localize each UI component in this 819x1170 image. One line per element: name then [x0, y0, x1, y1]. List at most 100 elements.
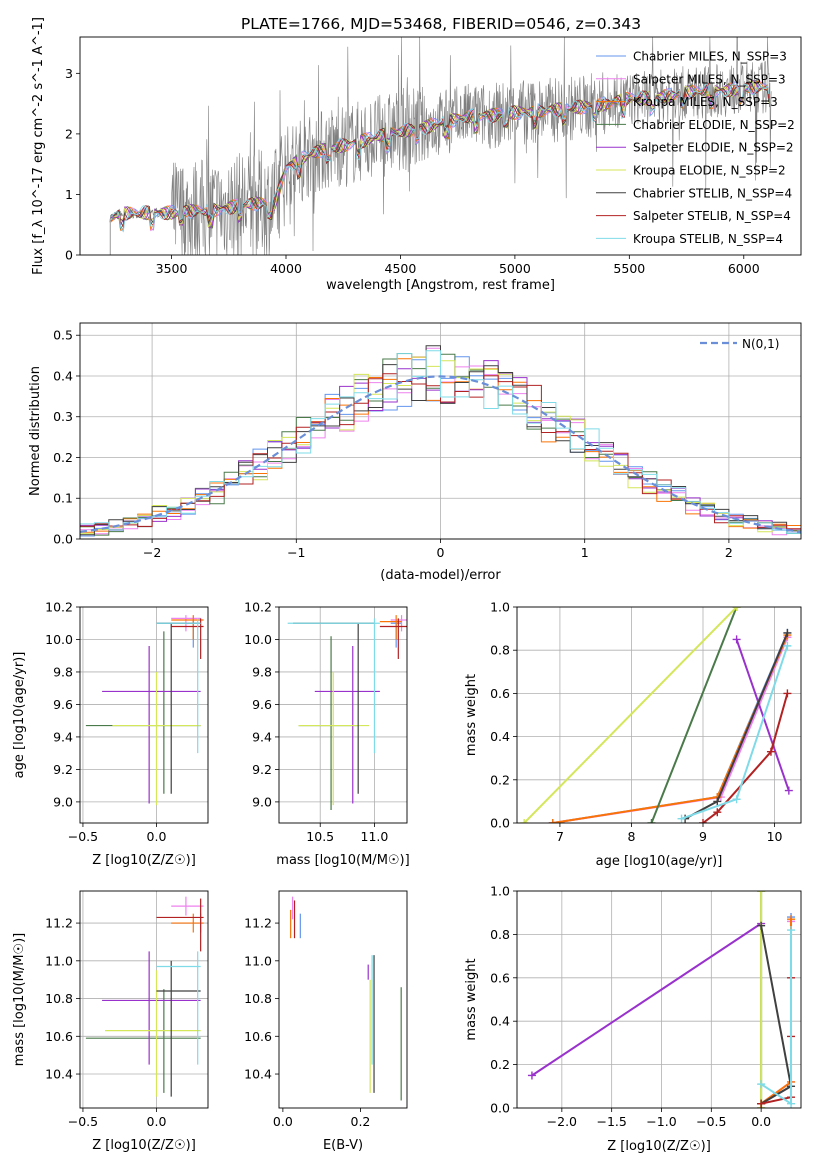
weight-point — [732, 795, 741, 804]
figure-title: PLATE=1766, MJD=53468, FIBERID=0546, z=0… — [241, 15, 641, 33]
x-tick-label: −1 — [287, 545, 305, 560]
y-tick-label: 0 — [65, 248, 73, 263]
weight-line — [735, 639, 790, 791]
x-tick-label: 5000 — [499, 261, 531, 276]
x-axis-label: mass [log10(M/M☉)] — [276, 853, 409, 868]
y-tick-label: 9.8 — [252, 664, 272, 679]
y-tick-label: 11.2 — [45, 916, 73, 931]
y-tick-label: 9.4 — [53, 729, 73, 744]
plot-frame — [278, 606, 408, 824]
chart-spectrum: 3500 4000 4500 5000 5500 6000 0 1 2 3 wavelength [… — [31, 17, 802, 293]
normal-curve — [80, 375, 801, 533]
weight-point — [757, 1080, 766, 1089]
weight-line — [552, 634, 789, 823]
y-tick-label: 10.0 — [45, 632, 73, 647]
residual-hists — [80, 345, 801, 537]
weight-point — [757, 921, 766, 930]
y-tick-label: 0.2 — [490, 772, 510, 787]
chart-age-vs-mass: 10.5 11.0 9.0 9.2 9.4 9.6 9.8 10.0 10.2 mass [log… — [244, 600, 410, 869]
y-tick-label: 0.2 — [53, 450, 73, 465]
y-tick-label: 0.4 — [53, 368, 73, 383]
weight-point — [787, 926, 796, 935]
x-tick-label: 11.0 — [361, 829, 389, 844]
x-tick-label: −1.5 — [596, 1114, 626, 1129]
x-tick-label: 10.5 — [306, 829, 334, 844]
legend-label: N(0,1) — [742, 337, 779, 351]
errorbars — [85, 896, 204, 1097]
weight-point — [783, 689, 792, 698]
legend-label: Chabrier STELIB, N_SSP=4 — [633, 186, 792, 200]
x-axis-label: Z [log10(Z/Z☉)] — [92, 853, 196, 868]
weight-point — [548, 819, 557, 823]
weight-line — [650, 607, 738, 823]
errorbars — [287, 615, 407, 811]
y-tick-label: 9.0 — [252, 794, 272, 809]
x-tick-label: 4500 — [385, 261, 417, 276]
legend-label: Kroupa ELODIE, N_SSP=2 — [633, 164, 786, 178]
x-tick-label: 10 — [767, 829, 783, 844]
x-axis-label: age [log10(age/yr)] — [596, 854, 723, 869]
weight-line — [531, 922, 762, 1077]
x-tick-label: 5500 — [613, 261, 645, 276]
y-axis-label: Normed distribution — [28, 366, 43, 496]
x-tick-label: 4000 — [270, 261, 302, 276]
x-axis-label: E(B-V) — [323, 1138, 363, 1153]
model-spectrum — [110, 83, 770, 233]
x-tick-label: 0.0 — [751, 1114, 771, 1129]
x-tick-label: 6000 — [728, 261, 760, 276]
x-tick-label: −2 — [143, 545, 161, 560]
x-tick-label: 9 — [699, 829, 707, 844]
y-tick-label: 9.6 — [53, 697, 73, 712]
y-tick-label: 11.2 — [244, 916, 272, 931]
y-tick-label: 0.6 — [490, 686, 510, 701]
plot-frame — [278, 890, 408, 1109]
y-tick-label: 11.0 — [45, 953, 73, 968]
y-tick-label: 0.4 — [490, 729, 510, 744]
chart-residuals: −2 −1 0 1 2 0.0 0.1 0.2 0.3 0.4 0.5 (data-model)/er… — [28, 322, 802, 583]
x-tick-label: 8 — [627, 829, 635, 844]
y-tick-label: 11.0 — [244, 953, 272, 968]
weight-point — [783, 641, 792, 650]
y-tick-label: 0.0 — [53, 532, 73, 547]
y-tick-label: 0.2 — [490, 1057, 510, 1072]
y-tick-label: 0.8 — [490, 927, 510, 942]
y-tick-label: 1.0 — [490, 600, 510, 615]
y-tick-label: 0.4 — [490, 1014, 510, 1029]
errorbars — [290, 896, 402, 1101]
plot-frame — [79, 322, 802, 540]
x-axis-label: Z [log10(Z/Z☉)] — [92, 1138, 196, 1153]
y-tick-label: 1 — [65, 187, 73, 202]
weight-line — [760, 925, 793, 1105]
x-tick-label: −1.0 — [646, 1114, 676, 1129]
chart-weight-vs-age: 7 8 9 10 0.0 0.2 0.4 0.6 0.8 1.0 age [log10(age/yr… — [464, 600, 802, 869]
y-axis-label: mass weight — [464, 958, 479, 1040]
weight-point — [757, 1099, 766, 1108]
y-tick-label: 3 — [65, 66, 73, 81]
y-tick-label: 10.2 — [244, 600, 272, 615]
x-tick-label: −0.5 — [68, 1114, 98, 1129]
y-axis-label: Flux [f_λ 10^-17 erg cm^-2 s^-1 A^-1] — [31, 17, 46, 275]
x-axis-label: wavelength [Angstrom, rest frame] — [326, 278, 555, 293]
weight-point — [787, 915, 796, 924]
legend-label: Salpeter ELODIE, N_SSP=2 — [633, 141, 794, 155]
y-tick-label: 10.6 — [244, 1029, 272, 1044]
y-tick-label: 9.0 — [53, 794, 73, 809]
y-tick-label: 2 — [65, 126, 73, 141]
weight-point — [757, 891, 766, 895]
y-tick-label: 0.8 — [490, 643, 510, 658]
weight-line — [523, 607, 738, 823]
weight-line — [702, 693, 789, 823]
spectrum-lines — [109, 37, 772, 255]
weight-point — [732, 635, 741, 644]
y-tick-label: 0.1 — [53, 491, 73, 506]
weight-point — [698, 819, 707, 823]
y-tick-label: 0.5 — [53, 328, 73, 343]
y-tick-label: 9.2 — [252, 762, 272, 777]
weight-line — [760, 930, 792, 1106]
x-axis-label: Z [log10(Z/Z☉)] — [607, 1139, 711, 1154]
plot-frame — [79, 36, 802, 256]
weight-line — [552, 636, 789, 823]
errorbars — [85, 615, 204, 806]
legend-label: Kroupa MILES, N_SSP=3 — [633, 95, 778, 109]
